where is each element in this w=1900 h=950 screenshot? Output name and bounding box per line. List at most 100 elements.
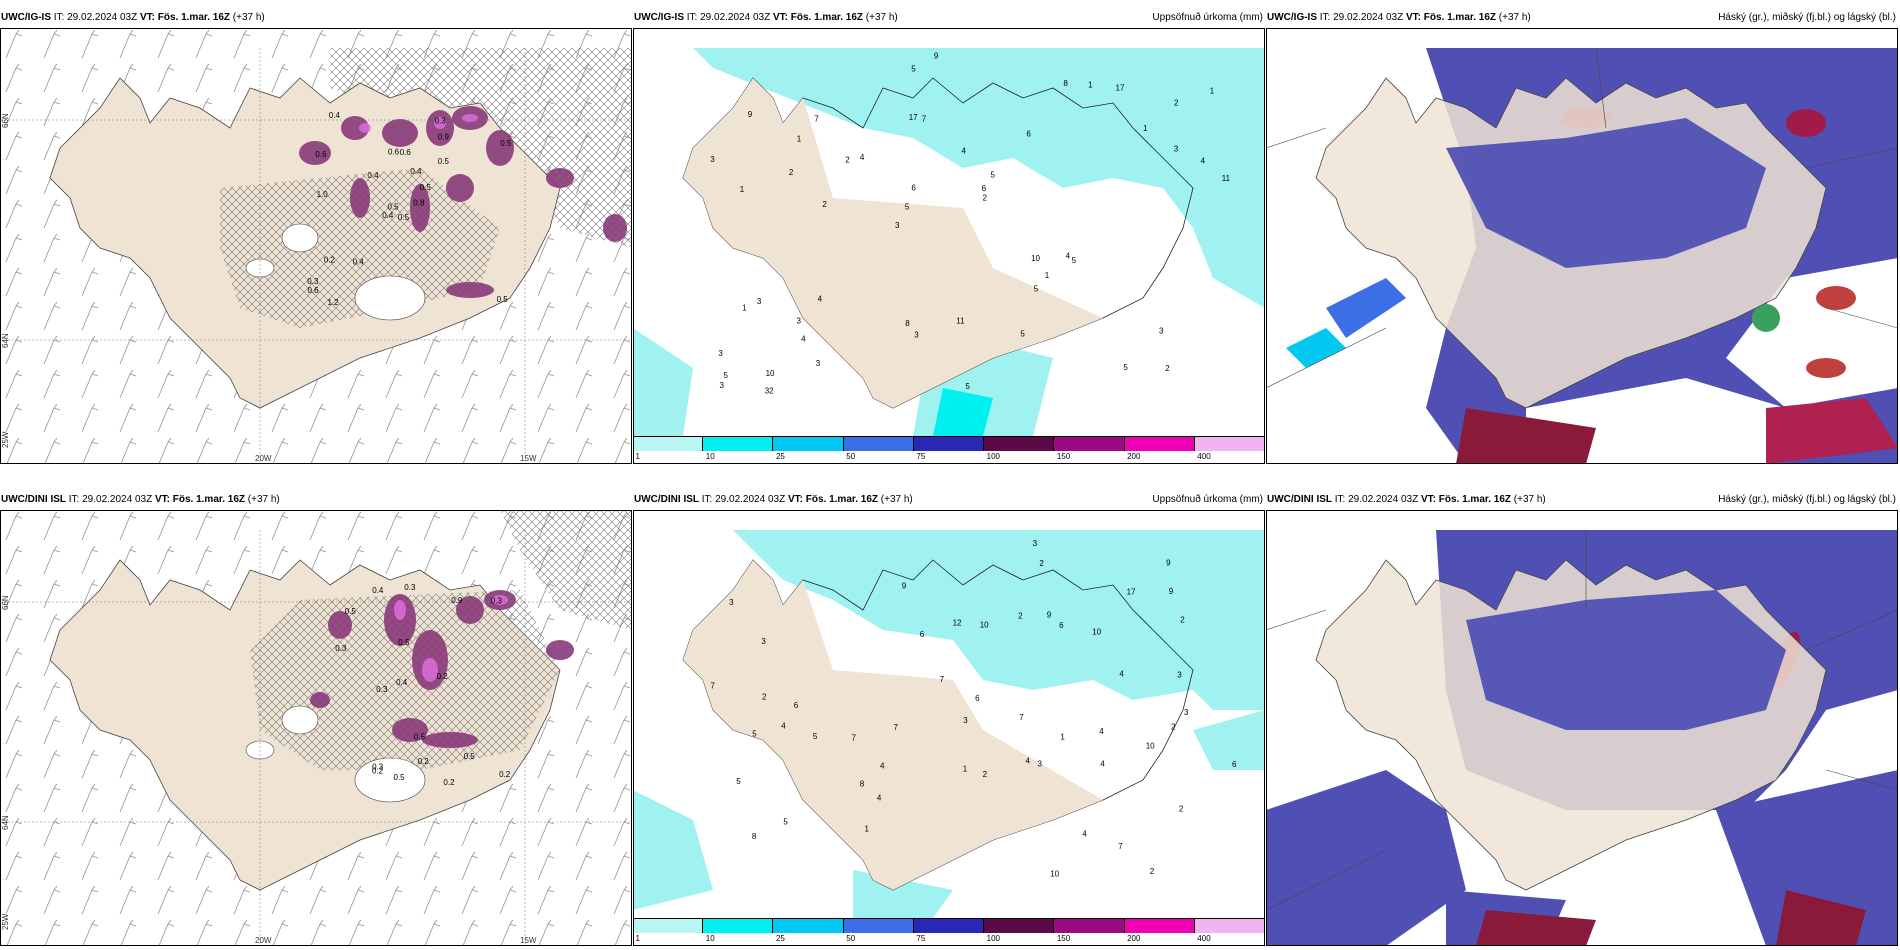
colorbar-tick-label: 1: [635, 934, 640, 943]
map-value-label: 3: [895, 221, 900, 230]
map-value-label: 5: [813, 732, 818, 741]
map-value-label: 4: [781, 722, 786, 731]
map-value-label: 10: [980, 621, 989, 630]
map-value-label: 1: [1088, 81, 1093, 90]
map-value-label: 8: [1063, 79, 1068, 88]
map-value-label: 4: [880, 761, 885, 770]
map-value-label: 7: [852, 733, 857, 742]
map-value-label: 3: [729, 598, 734, 607]
lat-64-label: 64N: [1, 815, 10, 830]
colorbar-tick-label: 75: [916, 452, 926, 461]
lat-66-label: 66N: [1, 113, 10, 128]
map-value-label: 2: [1039, 559, 1044, 568]
map-value-label: 0.9: [451, 596, 463, 605]
panel-title: UWC/IG-IS IT: 29.02.2024 03Z VT: Fös. 1.…: [634, 12, 898, 23]
lat-66-label: 66N: [1, 595, 10, 610]
map-value-label: 0.4: [382, 211, 394, 220]
map-value-label: 1: [1143, 124, 1148, 133]
colorbar-swatch: [843, 437, 914, 451]
colorbar-swatch: [773, 919, 844, 933]
map-value-label: 9: [902, 581, 907, 590]
map-value-label: 1: [1060, 732, 1065, 741]
map-value-label: 0.4: [396, 678, 408, 687]
map-value-label: 4: [801, 335, 806, 344]
map-value-label: 4: [1099, 727, 1104, 736]
colorbar-swatch: [1054, 437, 1125, 451]
map-value-label: 3: [816, 359, 821, 368]
panel-subtitle: Háský (gr.), miðský (fj.bl.) og lágský (…: [1718, 12, 1896, 23]
map-value-label: 3: [963, 716, 968, 725]
colorbar-swatch: [984, 437, 1055, 451]
map-value-label: 0.4: [353, 257, 365, 266]
lon-25-label: 25W: [1, 431, 10, 448]
colorbar-tick-label: 150: [1056, 452, 1071, 461]
map-value-label: 1.2: [328, 298, 340, 307]
map-value-label: 10: [1031, 254, 1040, 263]
panel-subtitle: Háský (gr.), miðský (fj.bl.) og lágský (…: [1718, 494, 1896, 505]
map-value-label: 3: [914, 331, 919, 340]
map-value-label: 8: [860, 779, 865, 788]
map-value-label: 0.2: [418, 757, 430, 766]
map-value-label: 6: [920, 630, 925, 639]
map-value-label: 0.6: [308, 286, 320, 295]
panel-bottom-left: UWC/DINI ISL IT: 29.02.2024 03Z VT: Fös.…: [0, 494, 632, 946]
panel-bottom-right: UWC/DINI ISL IT: 29.02.2024 03Z VT: Fös.…: [1266, 494, 1898, 946]
map-value-label: 0.2: [372, 767, 384, 776]
map-value-label: 12: [953, 618, 962, 627]
map-value-label: 17: [1116, 84, 1125, 93]
colorbar-tick-label: 75: [916, 934, 926, 943]
colorbar-swatch: [703, 437, 774, 451]
colorbar-tick-label: 400: [1197, 934, 1211, 943]
wind-map: 66N 64N 25W 20W 15W 0.50.60.50.30.50.40.…: [0, 28, 632, 464]
map-value-label: 11: [1222, 174, 1231, 183]
map-value-label: 0.4: [410, 167, 422, 176]
map-value-label: 2: [789, 168, 794, 177]
precip-map: 2123610174343475595111035867845345225346…: [633, 48, 1265, 436]
colorbar-tick-label: 400: [1197, 452, 1211, 461]
map-value-label: 5: [1034, 285, 1039, 294]
lat-64-label: 64N: [1, 333, 10, 348]
map-value-label: 17: [1127, 587, 1136, 596]
map-value-label: 9: [1166, 559, 1171, 568]
map-value-label: 7: [1118, 842, 1123, 851]
map-value-label: 5: [736, 777, 741, 786]
map-value-label: 4: [1082, 829, 1087, 838]
map-value-label: 5: [783, 818, 788, 827]
map-value-label: 7: [814, 115, 819, 124]
map-value-label: 4: [818, 295, 823, 304]
map-value-label: 0.9: [438, 133, 450, 142]
colorbar-tick-label: 10: [705, 452, 715, 461]
colorbar-swatch: [984, 919, 1055, 933]
map-value-label: 5: [905, 203, 910, 212]
map-value-label: 6: [794, 701, 799, 710]
map-value-label: 0.3: [376, 685, 388, 694]
map-value-label: 0.3: [335, 644, 347, 653]
colorbar: 1 10 25 50 75 100 150 200 400: [633, 918, 1265, 946]
colorbar-swatch: [703, 919, 774, 933]
colorbar-tick-label: 100: [986, 934, 1000, 943]
map-value-label: 5: [1020, 330, 1025, 339]
map-value-label: 0.8: [413, 199, 425, 208]
map-value-label: 2: [762, 693, 767, 702]
panel-title: UWC/DINI ISL IT: 29.02.2024 03Z VT: Fös.…: [1, 494, 280, 505]
map-value-label: 4: [877, 794, 882, 803]
map-value-label: 6: [1026, 130, 1031, 139]
map-value-label: 0.2: [443, 778, 455, 787]
map-value-label: 3: [1174, 145, 1179, 154]
map-value-label: 0.3: [372, 763, 384, 772]
map-value-label: 7: [894, 723, 899, 732]
map-value-label: 7: [1019, 713, 1024, 722]
map-value-label: 2: [1174, 98, 1179, 107]
map-value-label: 17: [909, 113, 918, 122]
panel-top-left: UWC/IG-IS IT: 29.02.2024 03Z VT: Fös. 1.…: [0, 12, 632, 464]
map-value-label: 9: [1047, 610, 1052, 619]
map-value-label: 0.5: [398, 638, 410, 647]
map-value-label: 9: [748, 110, 753, 119]
map-value-label: 0.5: [388, 202, 400, 211]
colorbar-swatch: [1124, 919, 1195, 933]
colorbar-swatch: [1194, 919, 1265, 933]
map-value-label: 5: [965, 382, 970, 391]
colorbar-swatch: [773, 437, 844, 451]
map-value-label: 3: [1038, 759, 1043, 768]
map-value-label: 0.5: [398, 213, 410, 222]
